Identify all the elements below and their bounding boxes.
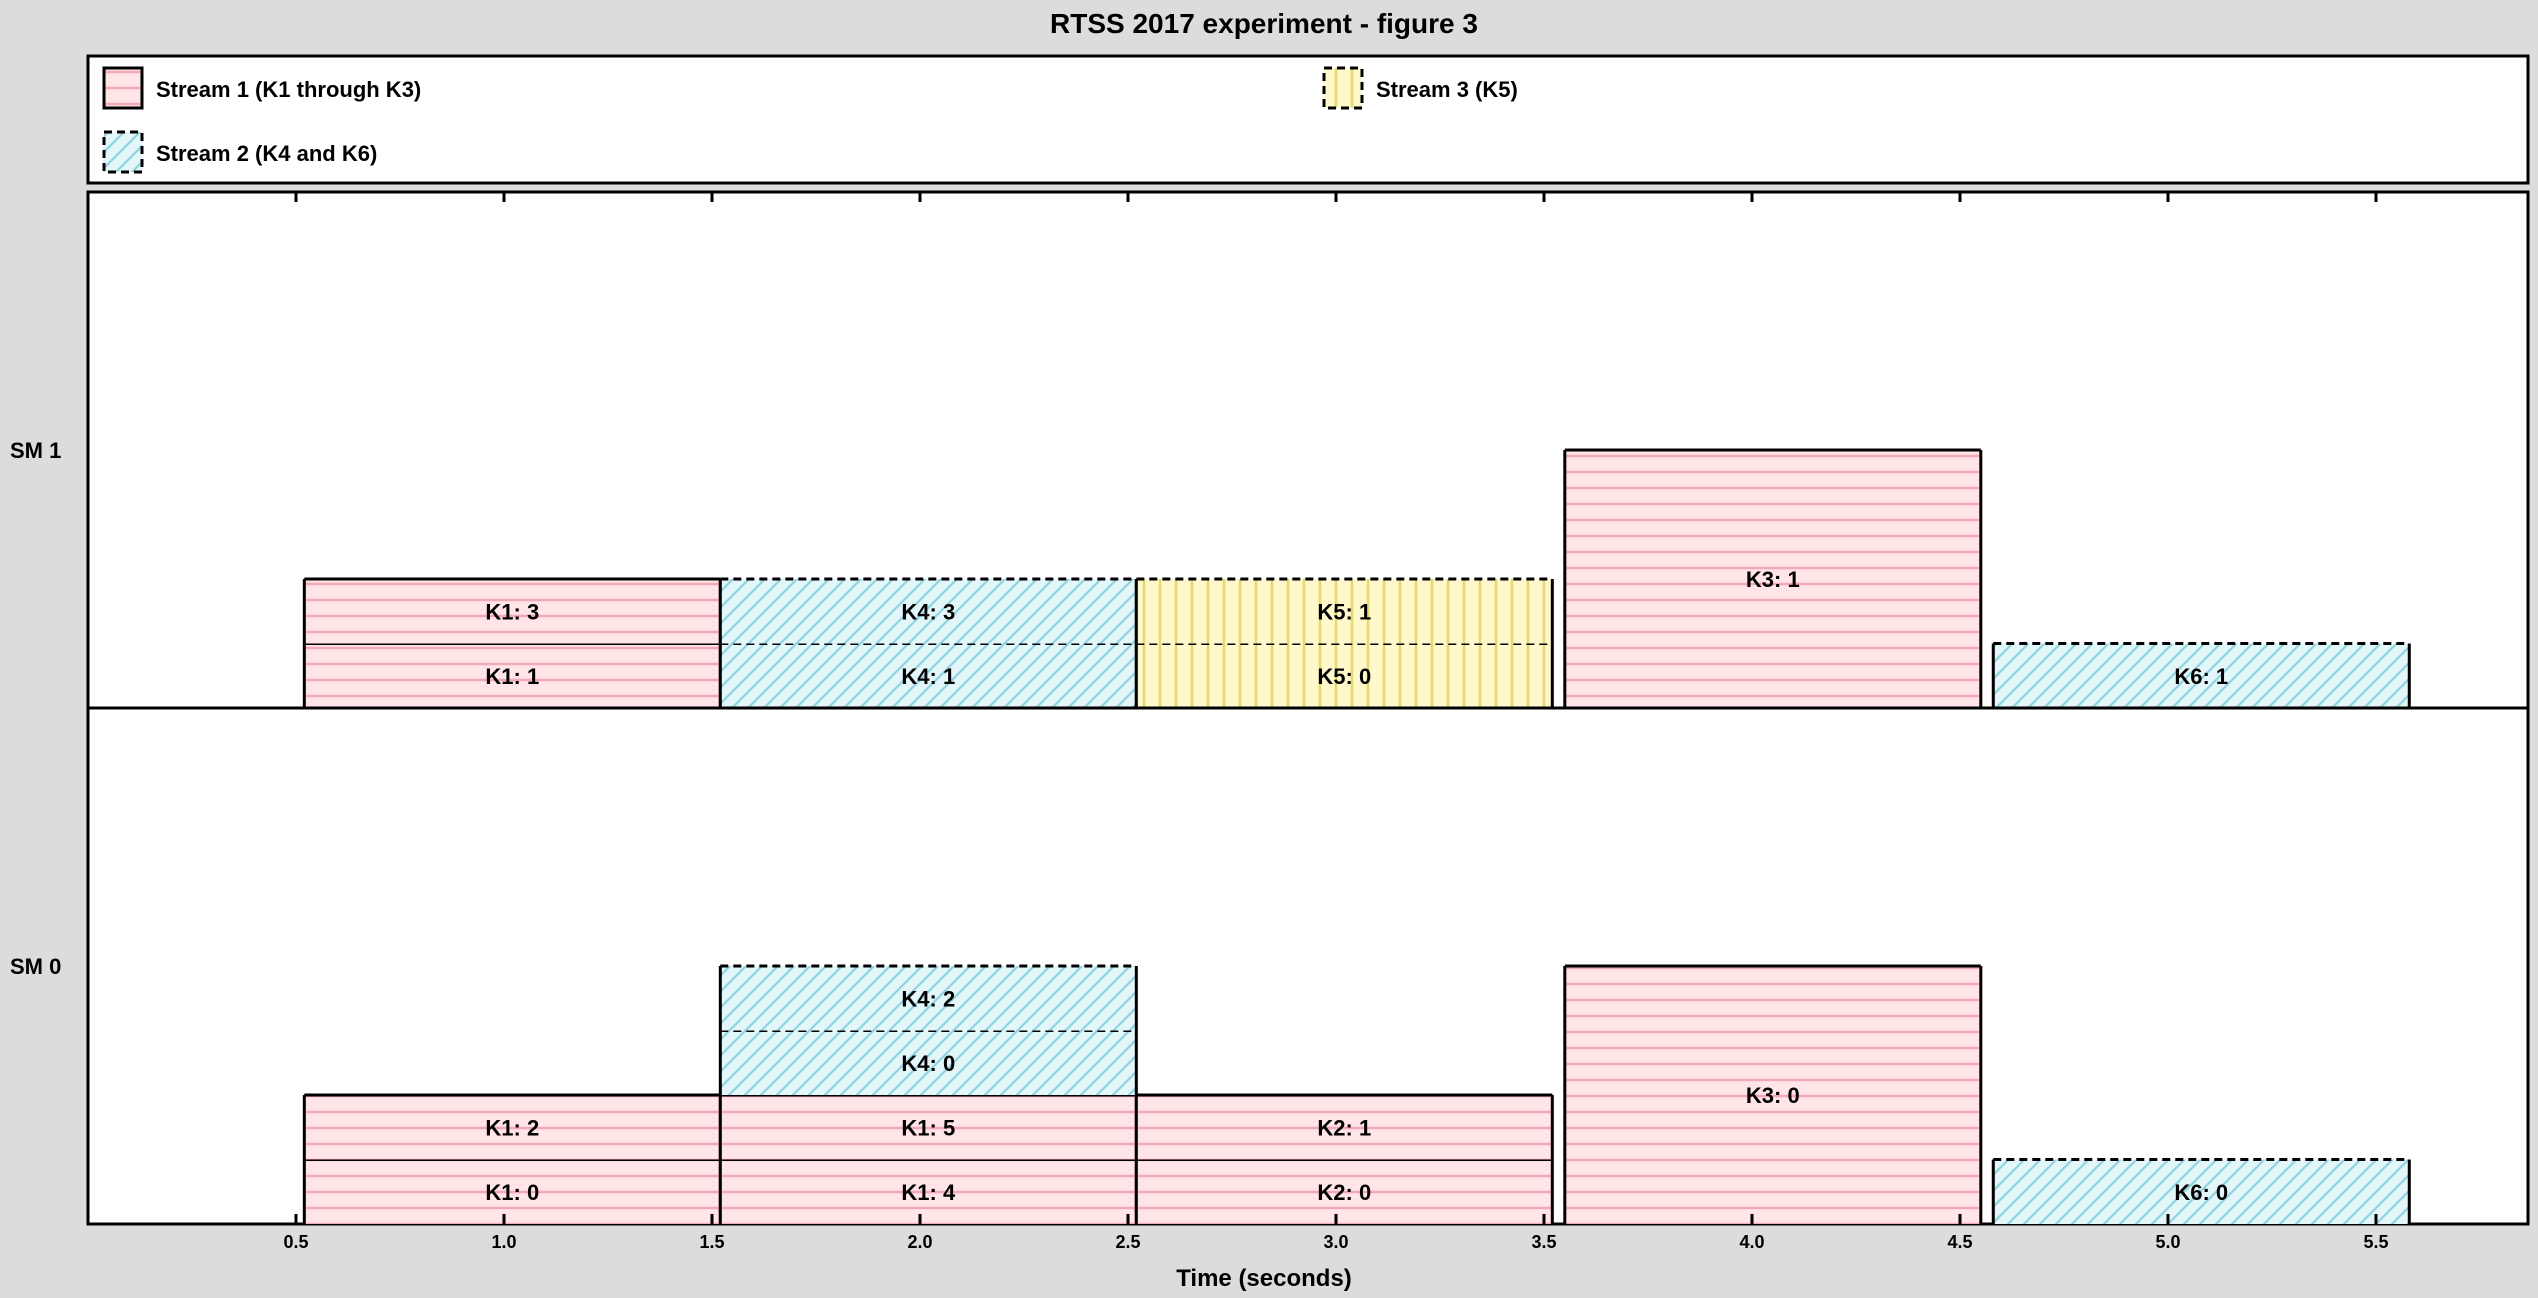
x-tick-label: 0.5 bbox=[283, 1232, 308, 1252]
block-label: K1: 2 bbox=[485, 1115, 539, 1140]
x-axis-label: Time (seconds) bbox=[1176, 1265, 1352, 1292]
block-side-edges bbox=[1134, 1159, 1554, 1224]
block-side-edges bbox=[1991, 1159, 2411, 1224]
block-fill bbox=[1136, 1159, 1553, 1224]
legend-box bbox=[86, 54, 2530, 185]
x-tick-label: 1.0 bbox=[491, 1232, 516, 1252]
legend-label: Stream 2 (K4 and K6) bbox=[156, 141, 377, 166]
row-label: SM 1 bbox=[10, 438, 61, 463]
chart-title: RTSS 2017 experiment - figure 3 bbox=[1050, 8, 1478, 39]
legend-label: Stream 1 (K1 through K3) bbox=[156, 77, 421, 102]
x-tick-label: 3.5 bbox=[1531, 1232, 1556, 1252]
legend-swatch bbox=[102, 130, 144, 174]
legend-swatch bbox=[102, 66, 144, 110]
x-tick-label: 5.0 bbox=[2155, 1232, 2180, 1252]
block-fill bbox=[720, 966, 1137, 1031]
block-label: K4: 1 bbox=[901, 664, 955, 689]
legend-swatch bbox=[1322, 66, 1364, 110]
block-label: K4: 2 bbox=[901, 986, 955, 1011]
block-side-edges bbox=[1134, 1095, 1554, 1160]
block-side-edges bbox=[1563, 450, 1983, 708]
block-label: K2: 1 bbox=[1317, 1115, 1371, 1140]
block-label: K5: 0 bbox=[1317, 664, 1371, 689]
block-side-edges bbox=[1134, 579, 1554, 644]
block-label: K1: 5 bbox=[901, 1115, 955, 1140]
block-fill bbox=[720, 643, 1137, 708]
block-label: K3: 0 bbox=[1746, 1083, 1800, 1108]
block-fill bbox=[1993, 643, 2410, 708]
block-fill bbox=[1993, 1159, 2410, 1224]
block-fill bbox=[1564, 966, 1981, 1224]
block-side-edges bbox=[1134, 643, 1554, 708]
block-side-edges bbox=[718, 966, 1138, 1031]
legend-label: Stream 3 (K5) bbox=[1376, 77, 1518, 102]
x-tick-label: 2.0 bbox=[907, 1232, 932, 1252]
block-side-edges bbox=[1563, 966, 1983, 1224]
block-side-edges bbox=[1991, 643, 2411, 708]
block-fill bbox=[304, 579, 721, 644]
block-fill bbox=[304, 1159, 721, 1224]
block-side-edges bbox=[718, 1030, 1138, 1095]
block-fill bbox=[720, 1159, 1137, 1224]
x-tick-label: 4.5 bbox=[1947, 1232, 1972, 1252]
block-label: K6: 0 bbox=[2174, 1180, 2228, 1205]
block-label: K4: 3 bbox=[901, 599, 955, 624]
block-fill bbox=[1564, 450, 1981, 708]
block-fill bbox=[720, 579, 1137, 644]
row-labels: SM 0 SM 1 bbox=[10, 438, 61, 979]
block-label: K5: 1 bbox=[1317, 599, 1371, 624]
x-tick-label: 1.5 bbox=[699, 1232, 724, 1252]
row-label: SM 0 bbox=[10, 954, 61, 979]
block-fill bbox=[1136, 1095, 1553, 1160]
block-label: K6: 1 bbox=[2174, 664, 2228, 689]
block-label: K3: 1 bbox=[1746, 567, 1800, 592]
x-axis-ticks: 0.5 1.0 1.5 2.0 2.5 3.0 3.5 4.0 4.5 5.0 5.5 bbox=[283, 192, 2389, 1252]
block-label: K1: 4 bbox=[901, 1180, 956, 1205]
block-fill bbox=[1136, 643, 1553, 708]
block-fill bbox=[720, 1030, 1137, 1095]
block-label: K1: 1 bbox=[485, 664, 539, 689]
x-tick-label: 3.0 bbox=[1323, 1232, 1348, 1252]
block-label: K1: 0 bbox=[485, 1180, 539, 1205]
x-tick-label: 2.5 bbox=[1115, 1232, 1140, 1252]
block-label: K1: 3 bbox=[485, 599, 539, 624]
x-tick-label: 5.5 bbox=[2363, 1232, 2388, 1252]
block-label: K2: 0 bbox=[1317, 1180, 1371, 1205]
block-label: K4: 0 bbox=[901, 1051, 955, 1076]
block-fill bbox=[304, 643, 721, 708]
block-fill bbox=[720, 1095, 1137, 1160]
chart-blocks: K1: 0 K1: 2 K1: 1 K1: 3 K1: 4 K1: 5 K4: 0 K4: 2… bbox=[302, 448, 2411, 1224]
x-tick-label: 4.0 bbox=[1739, 1232, 1764, 1252]
legend: Stream 1 (K1 through K3) Stream 3 (K5) Str… bbox=[102, 66, 1518, 174]
block-fill bbox=[1136, 579, 1553, 644]
block-fill bbox=[304, 1095, 721, 1160]
